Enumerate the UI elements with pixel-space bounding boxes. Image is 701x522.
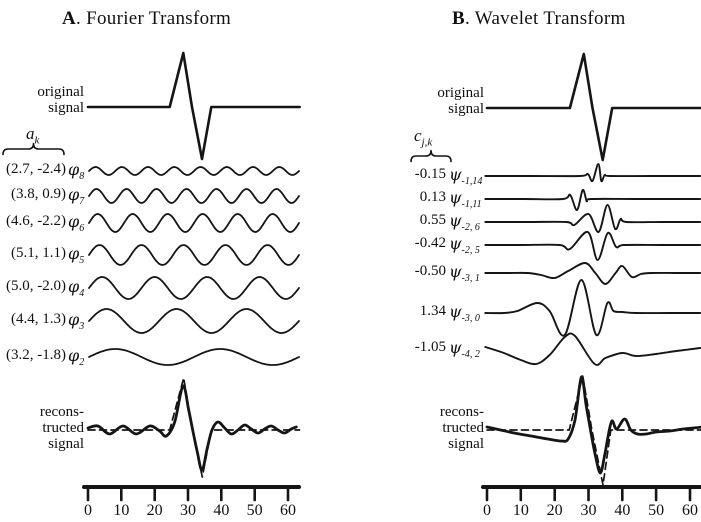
reconstruction-curve [485,375,701,475]
axis-tick-label: 30 [580,502,597,519]
row-coefficient: (3.8, 0.9) [11,186,66,202]
coefficient-brace [410,149,452,163]
row-coefficient: -0.50 [414,263,446,279]
basis-waveform [484,163,701,183]
row-coefficient: 0.13 [419,189,446,205]
row-basis-label: ψ-1,11 [449,188,482,211]
label-line: signal [448,101,484,117]
label-line: recons- [439,404,484,420]
reconstruction-curve [86,384,298,472]
basis-waveform [88,276,300,300]
panel-b-original-signal-label: original signal [420,85,484,117]
row-basis-label: ψ-3, 1 [449,262,480,285]
row-basis-label: φ4 [68,277,85,300]
row-coefficient: (3.2, -1.8) [6,347,66,363]
label-line: recons- [39,404,84,420]
axis-tick-label: 50 [246,502,263,519]
basis-waveform [484,189,701,211]
basis-waveform [88,244,300,266]
basis-waveform [88,348,300,366]
label-line: signal [448,436,484,452]
row-coefficient: (5.1, 1.1) [11,245,66,261]
coef-symbol: a [26,124,35,143]
label-line: original [37,84,84,100]
coef-symbol: c [414,126,422,145]
row-basis-label: φ7 [68,185,85,208]
coef-subscript: k [34,134,40,147]
panel-a-title: A. Fourier Transform [62,8,231,30]
row-coefficient: -0.15 [414,166,446,182]
row-coefficient: 0.55 [419,212,446,228]
panel-a-reconstructed-signal-label: recons- tructed signal [20,404,84,452]
axis-tick-label: 20 [546,502,563,519]
axis-tick-label: 10 [512,502,529,519]
label-line: signal [48,100,84,116]
row-basis-label: φ8 [68,160,85,183]
label-line: tructed [442,420,484,436]
coefficient-brace [2,142,65,156]
row-basis-label: φ3 [68,310,85,333]
axis-tick-label: 40 [213,502,230,519]
axis-tick-label: 40 [614,502,631,519]
axis-tick-label: 30 [179,502,196,519]
row-coefficient: (5.0, -2.0) [6,278,66,294]
basis-waveform [484,231,701,261]
row-coefficient: (2.7, -2.4) [6,161,66,177]
row-coefficient: (4.4, 1.3) [11,311,66,327]
axis-tick-label: 50 [648,502,665,519]
panel-a-original-signal-label: original signal [20,84,84,116]
row-basis-label: ψ-2, 5 [449,234,480,257]
basis-waveform [484,204,701,233]
row-basis-label: ψ-4, 2 [449,338,480,361]
axis-tick-label: 20 [146,502,163,519]
basis-waveform [484,332,701,366]
original-overlay-dashed [486,375,701,486]
row-coefficient: -0.42 [414,235,446,251]
axis-tick-label: 60 [681,502,698,519]
label-line: signal [48,436,84,452]
axis-tick-label: 10 [113,502,130,519]
row-basis-label: ψ-3, 0 [449,302,480,325]
row-basis-label: φ6 [68,212,85,235]
row-basis-label: φ5 [68,244,85,267]
row-coefficient: -1.05 [414,339,446,355]
basis-waveform [88,213,300,233]
original-signal-curve [86,51,301,161]
basis-waveform [88,166,300,176]
panel-b-coefficient-header: cj,k [414,126,432,148]
row-coefficient: 1.34 [419,303,446,319]
original-signal-curve [485,52,701,162]
row-basis-label: φ2 [68,346,85,369]
basis-waveform [88,188,300,204]
label-line: tructed [42,420,84,436]
panel-b-reconstructed-signal-label: recons- tructed signal [420,404,484,452]
panel-b-title-letter: B [452,8,465,29]
row-basis-label: ψ-1,14 [449,165,483,188]
panel-b-title: B. Wavelet Transform [452,8,626,30]
panel-a-title-text: . Fourier Transform [76,8,232,29]
axis-tick-label: 0 [84,502,92,519]
basis-waveform [484,279,701,337]
basis-waveform [484,262,701,285]
panel-a-coefficient-header: ak [26,124,39,146]
panel-b-title-text: . Wavelet Transform [464,8,626,29]
basis-waveform [88,308,300,334]
panel-a-title-letter: A [62,8,77,29]
row-coefficient: (4.6, -2.2) [6,213,66,229]
axis-tick-label: 0 [483,502,491,519]
coef-subscript: j,k [421,136,433,149]
axis-tick-label: 60 [279,502,296,519]
row-basis-label: ψ-2, 6 [449,211,480,234]
label-line: original [437,85,484,101]
